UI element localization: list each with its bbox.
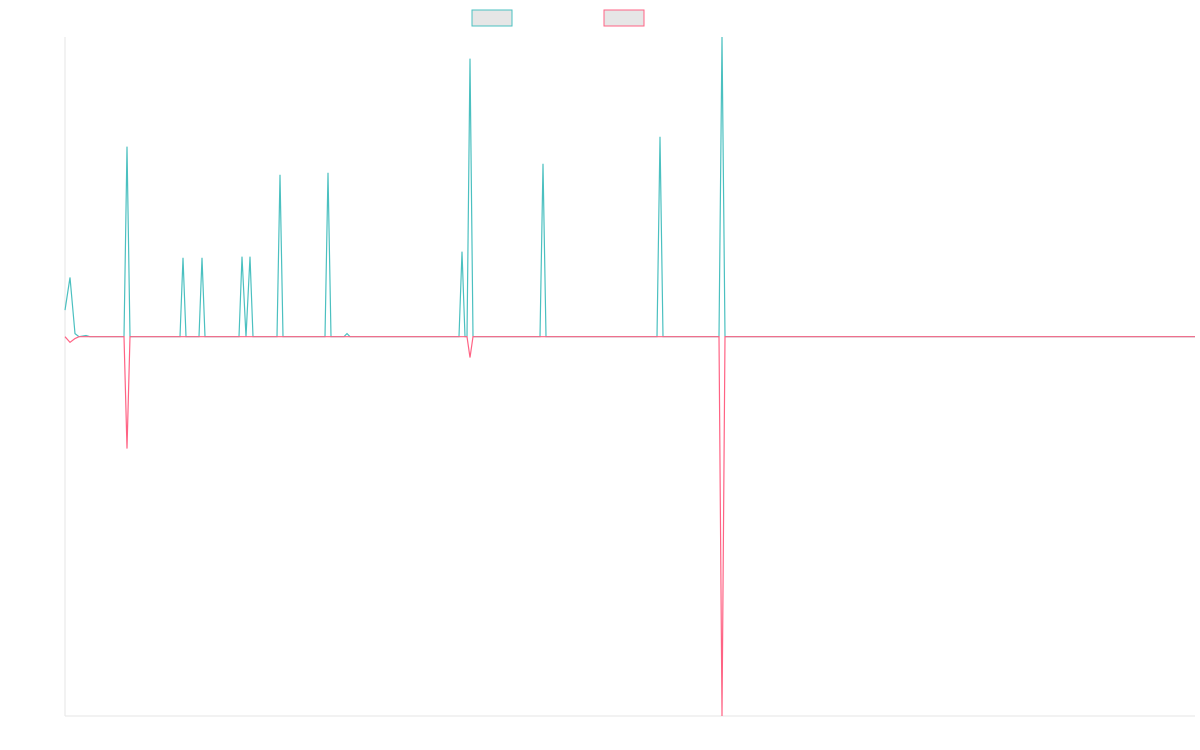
- series-line: [64, 336, 1195, 717]
- legend-swatch: [603, 9, 645, 27]
- series-line: [64, 36, 1195, 338]
- legend-swatch: [471, 9, 513, 27]
